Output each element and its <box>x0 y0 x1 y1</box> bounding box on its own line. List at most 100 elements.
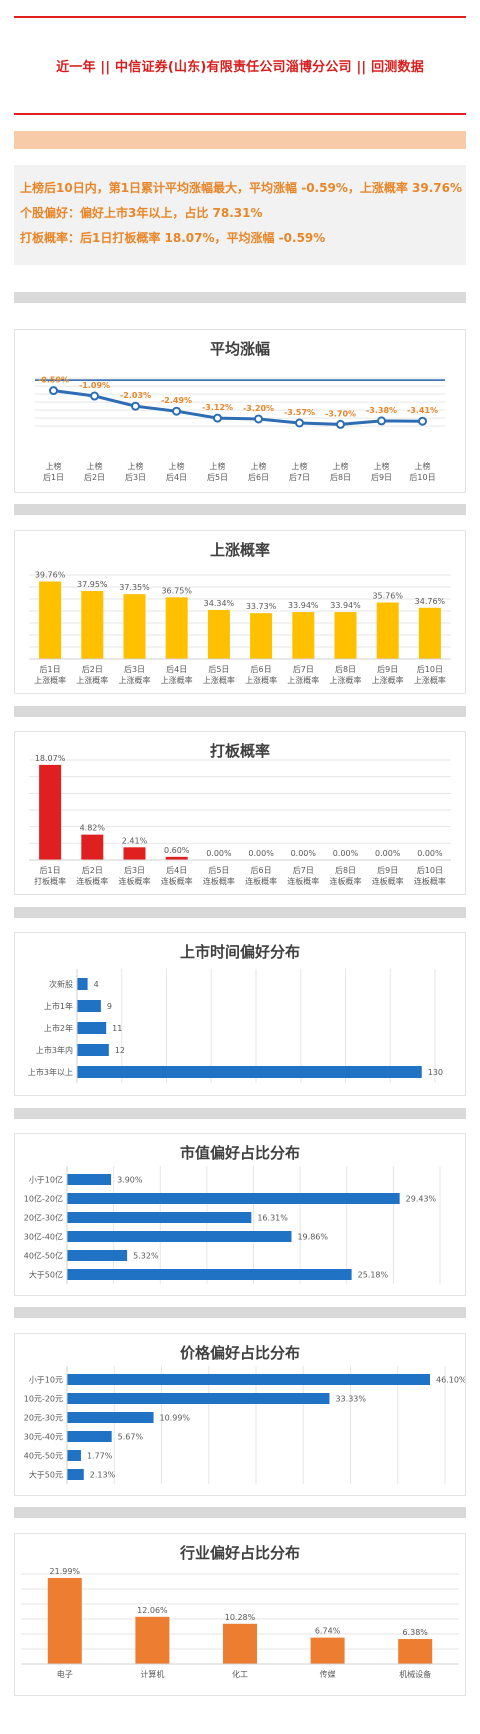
data-label: 10.99% <box>160 1414 191 1423</box>
data-label: 39.76% <box>35 571 66 580</box>
bar <box>77 1022 107 1034</box>
y-tick-label: 小于10元 <box>29 1376 63 1385</box>
data-point <box>295 418 304 428</box>
summary-line-1: 上榜后10日内，第1日累计平均涨幅最大，平均涨幅 -0.59%，上涨概率 39.… <box>20 181 462 195</box>
data-label: 1.77% <box>87 1452 113 1461</box>
y-tick-label: 次新股 <box>49 979 73 989</box>
chart-industry-panel: 行业偏好占比分布 21.99% 电子 12.06% 计算机 10.28% 化工 6.74% 传媒… <box>14 1533 466 1696</box>
y-tick-label: 小于10亿 <box>29 1175 63 1185</box>
data-label: 0.00% <box>375 849 401 858</box>
data-label: 18.07% <box>35 754 66 763</box>
bar <box>47 1577 82 1664</box>
y-tick-label: 上市3年内 <box>36 1045 73 1055</box>
data-label: -3.41% <box>407 406 438 415</box>
chart-title: 打板概率 <box>210 742 270 760</box>
data-label: 0.00% <box>206 849 232 858</box>
data-label: 2.13% <box>90 1471 116 1480</box>
data-point <box>90 391 99 401</box>
bar <box>292 612 315 659</box>
header-top-rule <box>14 16 466 18</box>
x-tick-label: 上榜后5日 <box>207 461 228 482</box>
data-label: 12 <box>115 1046 125 1055</box>
bar <box>39 764 62 860</box>
data-label: 34.76% <box>415 597 446 606</box>
bar <box>67 1393 330 1404</box>
data-label: -3.57% <box>284 408 315 417</box>
header-bottom-rule <box>14 113 466 115</box>
data-label: 0.60% <box>164 846 190 855</box>
bar <box>207 609 230 659</box>
data-label: -3.12% <box>202 403 233 412</box>
bar <box>67 1412 154 1423</box>
y-tick-label: 上市3年以上 <box>28 1067 73 1077</box>
data-label: -2.49% <box>161 396 192 405</box>
x-tick-label: 后6日上涨概率 <box>245 664 277 685</box>
x-tick-label: 后1日打板概率 <box>34 865 66 886</box>
x-tick-label: 上榜后4日 <box>166 461 187 482</box>
x-tick-label: 后5日上涨概率 <box>203 664 235 685</box>
data-label: 5.67% <box>118 1433 144 1442</box>
y-tick-label: 40元-50元 <box>24 1452 63 1461</box>
bar <box>398 1639 433 1664</box>
data-label: 46.10% <box>436 1376 465 1385</box>
data-label: 21.99% <box>50 1567 81 1576</box>
data-point <box>172 406 181 416</box>
separator-7 <box>14 1507 466 1518</box>
chart-title: 上市时间偏好分布 <box>180 943 300 961</box>
bar <box>310 1637 345 1664</box>
bar <box>67 1174 112 1185</box>
data-label: 0.00% <box>291 849 317 858</box>
bar <box>77 1044 109 1056</box>
data-label: 36.75% <box>161 586 192 595</box>
bar <box>67 1212 252 1223</box>
x-tick-label: 后2日上涨概率 <box>76 664 108 685</box>
chart-up-prob: 上涨概率 39.76% 后1日上涨概率 37.95% 后2日上涨概率 37.35% 后3日上… <box>29 541 451 685</box>
data-label: -3.20% <box>243 404 274 413</box>
bar <box>67 1469 84 1480</box>
summary-line-3: 打板概率：后1日打板概率 18.07%，平均涨幅 -0.59% <box>20 231 326 245</box>
x-tick-label: 上榜后10日 <box>409 461 435 482</box>
bar <box>67 1193 400 1204</box>
separator-6 <box>14 1307 466 1318</box>
bar <box>135 1616 170 1664</box>
bar <box>81 834 104 860</box>
y-tick-label: 大于50亿 <box>29 1270 63 1280</box>
data-label: 37.35% <box>119 583 150 592</box>
x-tick-label: 后4日上涨概率 <box>161 664 193 685</box>
data-label: 5.32% <box>133 1252 159 1261</box>
x-tick-label: 后1日上涨概率 <box>34 664 66 685</box>
x-tick-label: 化工 <box>232 1669 248 1679</box>
bar <box>67 1269 352 1280</box>
data-point <box>336 419 345 429</box>
chart-up-prob-panel: 上涨概率 39.76% 后1日上涨概率 37.95% 后2日上涨概率 37.35% 后3日上… <box>14 530 466 694</box>
data-label: 35.76% <box>372 592 403 601</box>
data-label: 6.74% <box>315 1627 341 1636</box>
data-label: 0.00% <box>248 849 274 858</box>
x-tick-label: 电子 <box>57 1669 73 1679</box>
series-line <box>53 389 423 426</box>
section-divider-peach <box>14 131 466 149</box>
x-tick-label: 上榜后3日 <box>125 461 146 482</box>
y-tick-label: 大于50元 <box>29 1470 63 1480</box>
separator-2 <box>14 504 466 515</box>
chart-listing-time: 上市时间偏好分布 4 次新股 9 上市1年 11 上市2年 12 上市3年内 130 上市3年以上 <box>28 943 443 1083</box>
chart-board-prob-panel: 打板概率 18.07% 后1日打板概率 4.82% 后2日连板概率 2.41% 后3日连板概… <box>14 731 466 895</box>
x-tick-label: 上榜后8日 <box>330 461 351 482</box>
data-point <box>213 413 222 423</box>
x-tick-label: 上榜后7日 <box>289 461 310 482</box>
x-tick-label: 上榜后1日 <box>43 461 64 482</box>
data-label: 19.86% <box>297 1233 328 1242</box>
chart-title: 市值偏好占比分布 <box>180 1144 300 1162</box>
bar <box>418 607 441 659</box>
bar <box>67 1431 112 1442</box>
bar <box>81 591 104 659</box>
bar <box>77 1066 422 1078</box>
bar <box>376 602 399 659</box>
data-label: 33.73% <box>246 602 277 611</box>
bar <box>250 613 273 659</box>
chart-avg-change-panel: 平均涨幅 -0.59% 上榜后1日 -1.09% 上榜后2日 -2.03% 上榜后3日 -2.… <box>14 329 466 493</box>
bar <box>39 581 62 659</box>
data-label: 0.00% <box>333 849 359 858</box>
x-tick-label: 后3日连板概率 <box>119 865 151 886</box>
bar <box>223 1623 257 1664</box>
